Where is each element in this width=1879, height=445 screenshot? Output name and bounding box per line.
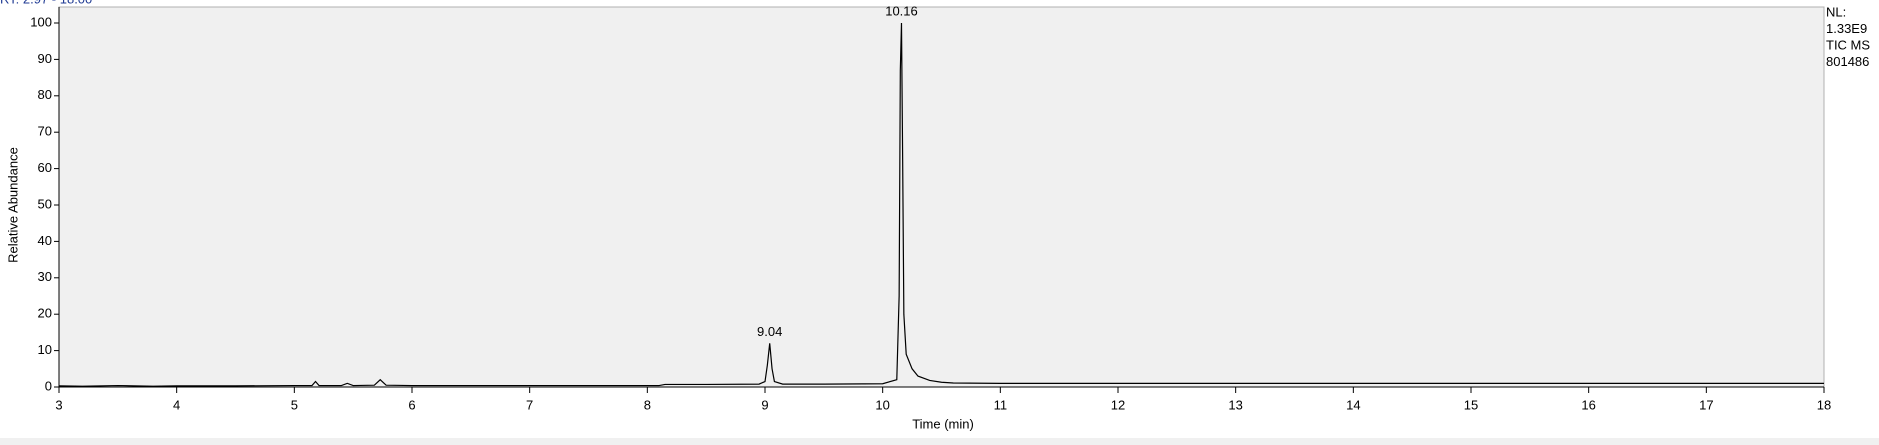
x-tick-label: 7 [526,397,533,412]
status-strip [0,438,1879,445]
y-tick-label: 50 [38,196,52,211]
x-tick-label: 18 [1817,397,1831,412]
trace [58,22,1824,387]
peak-label: 10.16 [885,3,918,18]
x-axis-title: Time (min) [912,416,974,431]
y-tick-label: 0 [45,378,52,393]
y-tick-label: 40 [38,233,52,248]
x-tick-label: 8 [644,397,651,412]
y-tick-label: 100 [30,14,52,29]
y-tick-label: 90 [38,51,52,66]
x-tick-label: 11 [994,397,1008,412]
y-tick-label: 30 [38,269,52,284]
y-tick-label: 20 [38,306,52,321]
x-tick-label: 3 [55,397,62,412]
x-tick-label: 10 [875,397,889,412]
y-tick-label: 80 [38,87,52,102]
side-info: NL: [1826,4,1846,19]
y-tick-label: 10 [38,342,52,357]
x-tick-label: 14 [1346,397,1360,412]
x-tick-label: 16 [1581,397,1595,412]
x-tick-label: 9 [761,397,768,412]
x-tick-label: 4 [173,397,180,412]
y-tick-label: 70 [38,124,52,139]
x-tick-label: 15 [1464,397,1478,412]
peak-label: 9.04 [757,324,782,339]
x-tick-label: 12 [1111,397,1125,412]
x-tick-label: 5 [291,397,298,412]
plot-area [58,6,1825,388]
x-tick-label: 17 [1699,397,1713,412]
y-axis-title: Relative Abundance [5,147,20,263]
y-tick-label: 60 [38,160,52,175]
x-tick-label: 13 [1228,397,1242,412]
side-info: TIC MS [1826,37,1870,52]
side-info: 1.33E9 [1826,21,1867,36]
x-tick-label: 6 [408,397,415,412]
rt-range: RT: 2.97 - 18.00 [0,0,92,6]
side-info: 801486 [1826,54,1869,69]
